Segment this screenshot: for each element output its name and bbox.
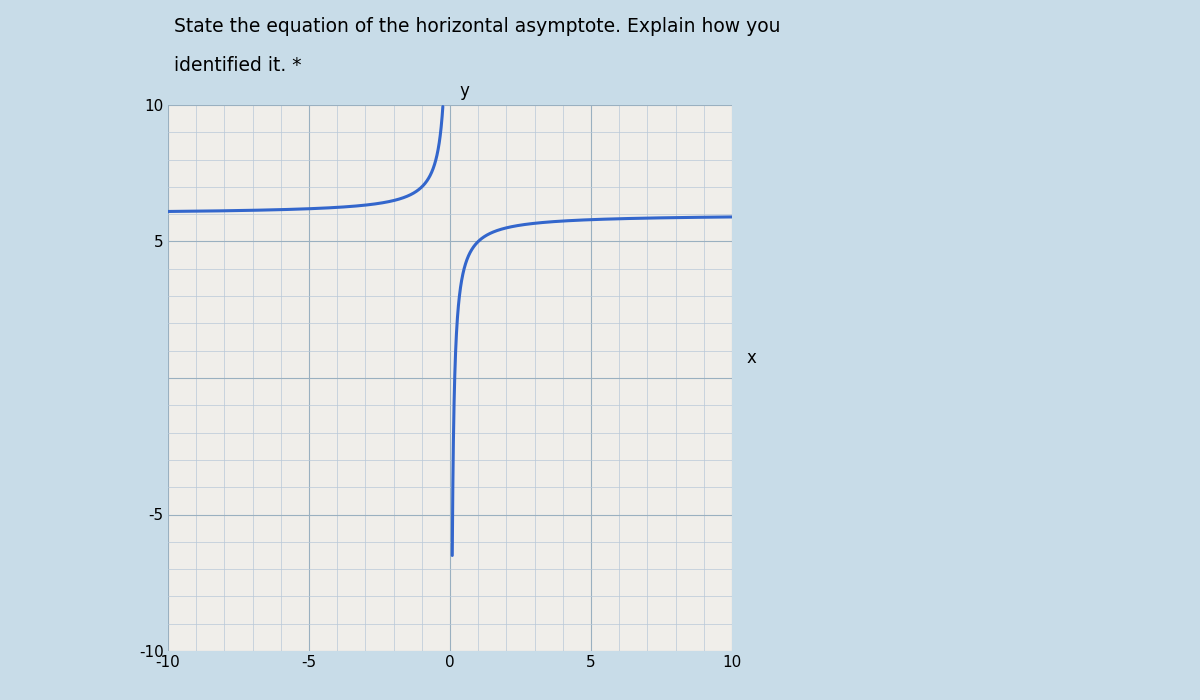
Text: y: y <box>460 83 469 100</box>
Text: State the equation of the horizontal asymptote. Explain how you: State the equation of the horizontal asy… <box>174 18 780 36</box>
Text: x: x <box>746 349 757 367</box>
Text: identified it. *: identified it. * <box>174 56 301 75</box>
